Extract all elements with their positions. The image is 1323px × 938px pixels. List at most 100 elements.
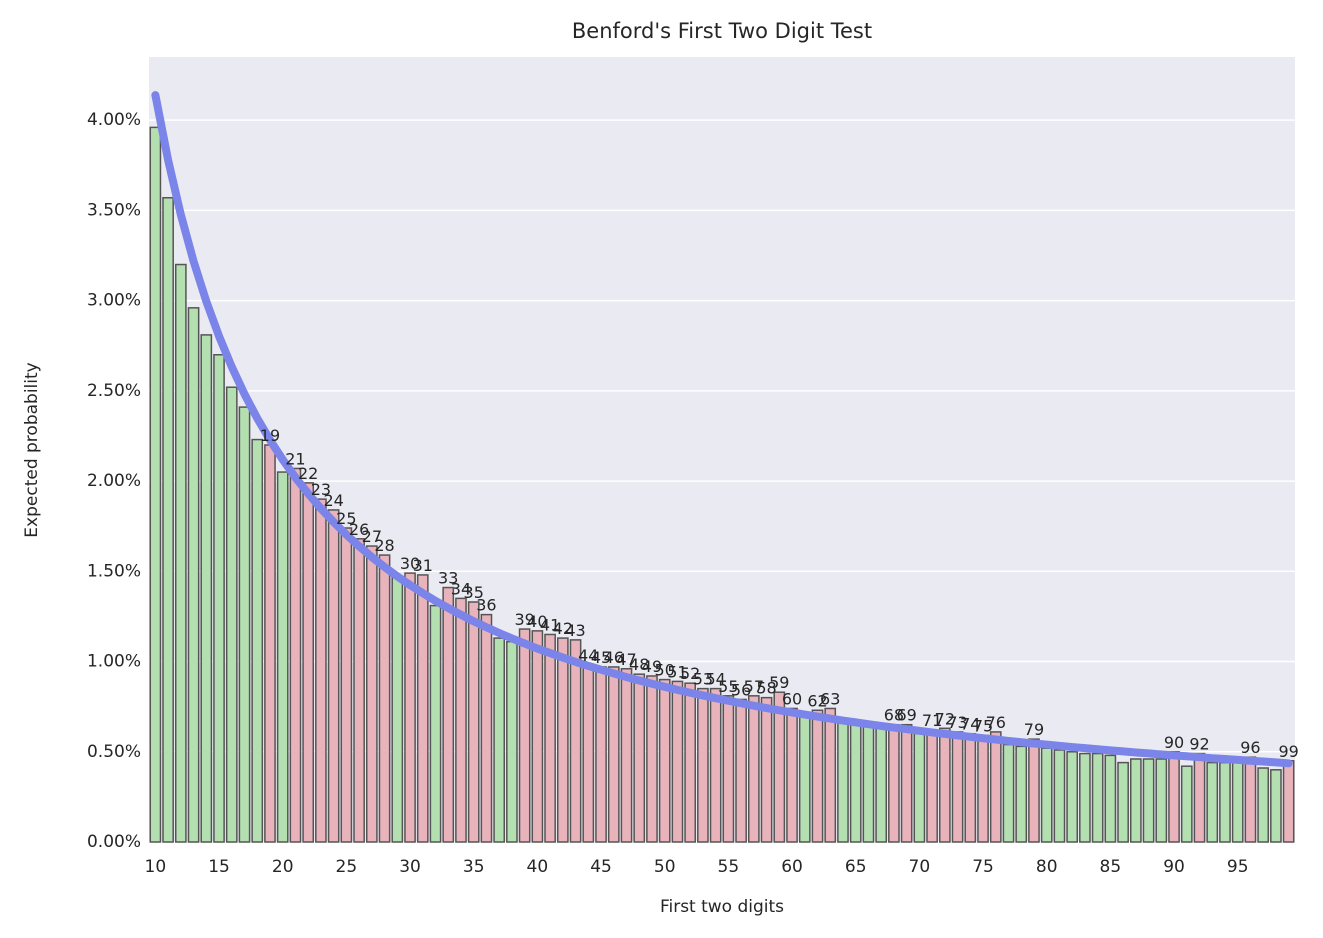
bar [875,727,888,843]
bar [989,731,1002,843]
x-tick-label: 70 [909,857,931,877]
bar [938,727,951,843]
y-tick-label: 3.50% [87,200,141,220]
bar-annotation: 74 [960,715,980,734]
x-tick-label: 80 [1036,857,1058,877]
bar-annotation: 27 [362,527,382,546]
bar [264,444,276,843]
bar [378,554,391,843]
x-tick-label: 65 [845,857,867,877]
bar-annotation: 40 [527,612,547,631]
bar-annotation: 60 [782,689,802,708]
bar-annotation: 90 [1164,733,1184,752]
x-tick-label: 85 [1100,857,1122,877]
bar [353,538,365,843]
bar [174,263,187,843]
bar [722,695,735,843]
bar-annotation: 36 [476,596,496,615]
bar [1142,758,1155,843]
bar-annotation: 53 [693,670,713,689]
bar [1155,758,1168,843]
bar-annotation: 92 [1189,735,1209,754]
bar [200,334,213,843]
bar [582,664,595,843]
bar [595,666,607,843]
bar [684,682,697,843]
x-tick-label: 20 [272,857,294,877]
bar [1104,754,1117,843]
plot-background [149,57,1295,842]
bar-annotation: 49 [642,657,662,676]
bar [518,628,531,843]
x-tick-label: 50 [654,857,676,877]
bar [926,729,938,843]
bar [1282,760,1295,843]
bar [1206,761,1219,843]
bar [365,545,378,843]
bar-annotation: 26 [349,520,369,539]
x-tick-label: 55 [718,857,740,877]
bar [1028,738,1040,843]
bar-annotation: 58 [756,679,776,698]
bar [977,734,989,843]
bar-annotation: 39 [514,610,534,629]
x-tick-label: 30 [399,857,421,877]
bar [1180,765,1193,843]
bar [1002,743,1015,843]
bar [531,630,544,843]
x-tick-label: 90 [1163,857,1185,877]
bar [213,354,225,843]
bar [697,687,709,843]
bar-annotation: 72 [935,709,955,728]
bar [658,678,671,843]
bar-annotation: 51 [667,662,687,681]
bar [709,687,722,843]
bar [862,725,875,843]
y-tick-label: 1.50% [87,561,141,581]
bar [951,731,964,843]
bar-annotation: 73 [947,713,967,732]
bar-annotation: 28 [374,536,394,555]
bar [888,723,900,843]
bar-annotation: 25 [336,509,356,528]
bar [607,666,620,843]
bar [964,732,977,843]
bar-annotation: 79 [1024,720,1044,739]
x-axis-label: First two digits [660,897,784,917]
bar [480,613,493,843]
bar [442,586,455,843]
bar-annotation: 31 [413,556,433,575]
bar [493,637,506,843]
y-tick-label: 0.50% [87,742,141,762]
x-tick-label: 25 [336,857,358,877]
bar-annotation: 44 [578,646,598,665]
bar [900,723,913,843]
x-tick-label: 45 [590,857,612,877]
bar-annotation: 62 [807,691,827,710]
bar-annotation: 68 [884,706,904,725]
bar-annotation: 19 [260,426,280,445]
y-tick-label: 4.00% [87,110,141,130]
y-tick-label: 2.50% [87,381,141,401]
bar [1270,769,1282,843]
bar [1066,751,1079,843]
bar [671,680,684,843]
bar-annotation: 41 [540,615,560,634]
bar [467,601,480,843]
bar-annotation: 35 [464,583,484,602]
bar [1079,752,1091,843]
bar [747,695,760,843]
bar [404,572,416,843]
bar [646,675,658,843]
bar-annotation: 33 [438,569,458,588]
bar [455,597,467,843]
bar-annotation: 34 [451,579,471,598]
bar-annotation: 46 [604,648,624,667]
bar [837,722,849,843]
bar [1091,752,1104,843]
x-tick-label: 75 [972,857,994,877]
bar [1231,761,1244,843]
bar-annotation: 76 [986,713,1006,732]
bar [187,307,200,843]
